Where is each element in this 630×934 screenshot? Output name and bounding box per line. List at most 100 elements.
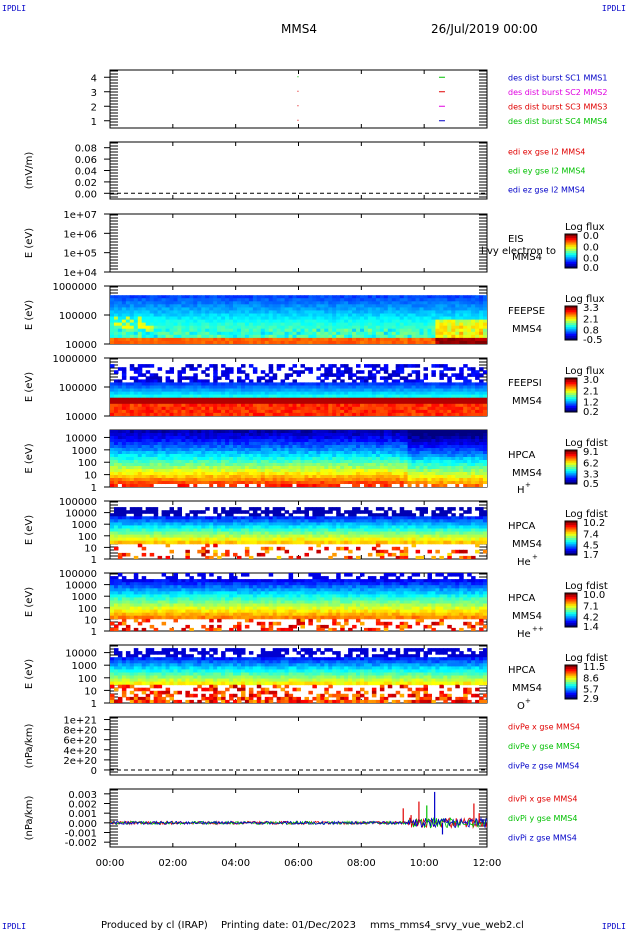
heatmap-cell xyxy=(435,307,440,311)
heatmap-cell xyxy=(447,379,452,383)
y-tick-label: 1e+05 xyxy=(63,249,97,260)
heatmap-cell xyxy=(336,334,341,339)
colorbar-swatch xyxy=(565,242,577,246)
heatmap-cell xyxy=(244,475,250,479)
heatmap-cell xyxy=(292,295,297,299)
heatmap-cell xyxy=(280,430,286,434)
heatmap-cell xyxy=(225,373,230,377)
heatmap-cell xyxy=(479,325,484,330)
heatmap-cell xyxy=(217,334,222,339)
heatmap-cell xyxy=(169,451,174,455)
heatmap-cell xyxy=(256,301,262,305)
heatmap-cell xyxy=(129,457,135,461)
heatmap-cell xyxy=(324,403,329,408)
colorbar-swatch xyxy=(565,401,577,404)
heatmap-cell xyxy=(300,436,305,440)
heatmap-cell xyxy=(344,295,349,299)
heatmap-cell xyxy=(248,298,254,302)
instrument-label: HPCA xyxy=(508,450,536,461)
heatmap-cell xyxy=(407,334,413,339)
heatmap-cell xyxy=(395,478,401,482)
heatmap-cell xyxy=(165,313,171,318)
heatmap-cell xyxy=(193,448,198,452)
heatmap-cell xyxy=(312,391,317,396)
heatmap-cell xyxy=(237,307,242,311)
heatmap-cell xyxy=(312,406,317,411)
heatmap-cell xyxy=(340,442,345,446)
heatmap-cell xyxy=(320,373,325,377)
heatmap-cell xyxy=(356,466,361,470)
heatmap-cell xyxy=(149,385,155,390)
heatmap-cell xyxy=(304,412,309,416)
heatmap-cell xyxy=(133,448,139,452)
heatmap-cell xyxy=(419,484,424,487)
heatmap-cell xyxy=(145,325,151,330)
heatmap-cell xyxy=(248,397,254,402)
heatmap-cell xyxy=(129,439,135,443)
heatmap-cell xyxy=(395,304,401,308)
heatmap-cell xyxy=(364,298,369,302)
heatmap-cell xyxy=(110,475,115,479)
heatmap-cell xyxy=(165,385,171,390)
heatmap-cell xyxy=(260,328,266,333)
heatmap-cell xyxy=(149,316,155,321)
heatmap-cell xyxy=(193,385,198,390)
heatmap-cell xyxy=(117,331,123,336)
heatmap-cell xyxy=(157,463,163,467)
heatmap-cell xyxy=(153,454,159,458)
heatmap-cell xyxy=(268,460,274,464)
heatmap-cell xyxy=(419,478,424,482)
heatmap-cell xyxy=(165,463,171,467)
heatmap-cell xyxy=(288,373,294,377)
heatmap-cell xyxy=(324,304,329,308)
heatmap-cell xyxy=(383,451,389,455)
heatmap-cell xyxy=(117,367,123,371)
heatmap-cell xyxy=(244,382,250,386)
heatmap-cell xyxy=(177,319,182,324)
heatmap-cell xyxy=(451,475,456,479)
heatmap-cell xyxy=(332,304,337,308)
heatmap-cell xyxy=(304,397,309,402)
heatmap-cell xyxy=(161,304,167,308)
heatmap-cell xyxy=(189,379,194,383)
heatmap-cell xyxy=(244,295,250,299)
heatmap-cell xyxy=(383,382,389,386)
heatmap-cell xyxy=(352,388,357,393)
heatmap-cell xyxy=(225,481,230,485)
heatmap-cell xyxy=(229,406,234,411)
heatmap-cell xyxy=(217,301,222,305)
heatmap-cell xyxy=(181,442,186,446)
heatmap-cell xyxy=(248,316,254,321)
heatmap-cell xyxy=(431,337,436,342)
heatmap-cell xyxy=(387,373,393,377)
heatmap-cell xyxy=(248,442,254,446)
heatmap-cell xyxy=(201,442,206,446)
heatmap-cell xyxy=(292,442,297,446)
colorbar-tick-label: 1.2 xyxy=(583,398,599,409)
heatmap-cell xyxy=(205,448,210,452)
heatmap-cell xyxy=(443,319,448,324)
heatmap-cell xyxy=(197,328,202,333)
heatmap-cell xyxy=(475,313,480,318)
heatmap-cell xyxy=(165,388,171,393)
heatmap-cell xyxy=(217,397,222,402)
heatmap-cell xyxy=(201,454,206,458)
heatmap-cell xyxy=(149,445,155,449)
heatmap-cell xyxy=(407,466,413,470)
heatmap-cell xyxy=(403,439,409,443)
heatmap-cell xyxy=(288,304,294,308)
heatmap-cell xyxy=(157,442,163,446)
heatmap-cell xyxy=(415,463,421,467)
heatmap-cell xyxy=(288,310,294,314)
heatmap-cell xyxy=(209,322,214,327)
heatmap-cell xyxy=(260,451,266,455)
heatmap-cell xyxy=(241,394,246,399)
heatmap-cell xyxy=(165,340,171,344)
heatmap-cell xyxy=(459,400,464,405)
heatmap-cell xyxy=(352,448,357,452)
heatmap-cell xyxy=(141,301,147,305)
heatmap-cell xyxy=(129,316,135,321)
heatmap-cell xyxy=(439,439,444,443)
heatmap-cell xyxy=(324,466,329,470)
heatmap-cell xyxy=(233,439,238,443)
